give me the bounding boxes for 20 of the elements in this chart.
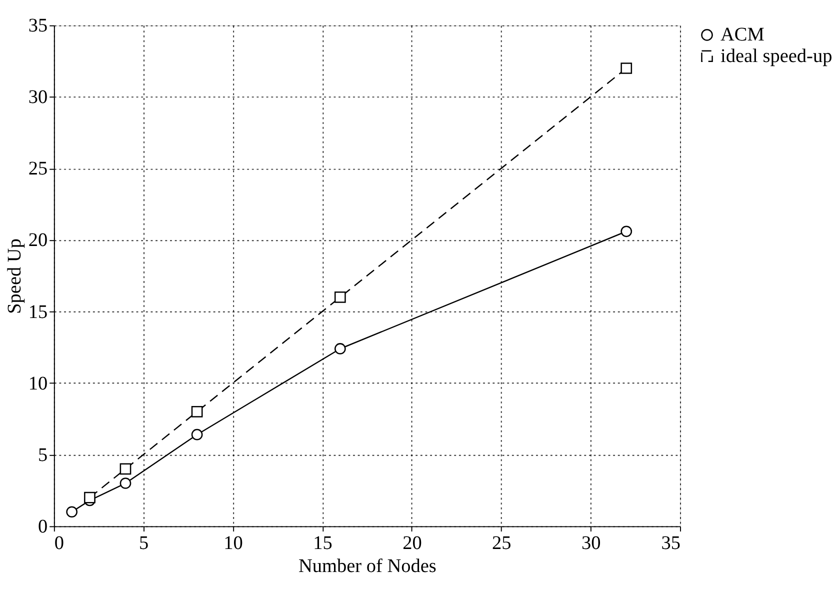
legend-label: ideal speed-up	[720, 46, 832, 67]
y-tick-label: 5	[38, 444, 48, 466]
y-tick-label: 10	[28, 373, 48, 394]
y-axis-title: Speed Up	[4, 238, 26, 314]
y-tick-label: 20	[28, 230, 48, 252]
x-tick-label: 20	[402, 532, 422, 554]
x-tick-label: 35	[661, 532, 681, 554]
legend-label: ACM	[720, 24, 764, 46]
y-tick-label: 35	[28, 16, 48, 37]
x-tick-label: 0	[54, 532, 64, 554]
x-tick-label: 30	[581, 532, 601, 554]
y-tick-label: 15	[28, 302, 48, 323]
x-axis-title: Number of Nodes	[298, 556, 436, 577]
x-tick-label: 25	[492, 532, 512, 554]
y-tick-label: 30	[28, 87, 48, 108]
y-tick-label: 0	[38, 516, 48, 538]
x-tick-label: 5	[139, 532, 149, 554]
x-tick-label: 10	[224, 532, 243, 554]
y-tick-label: 25	[28, 158, 48, 180]
x-tick-label: 15	[313, 532, 332, 554]
